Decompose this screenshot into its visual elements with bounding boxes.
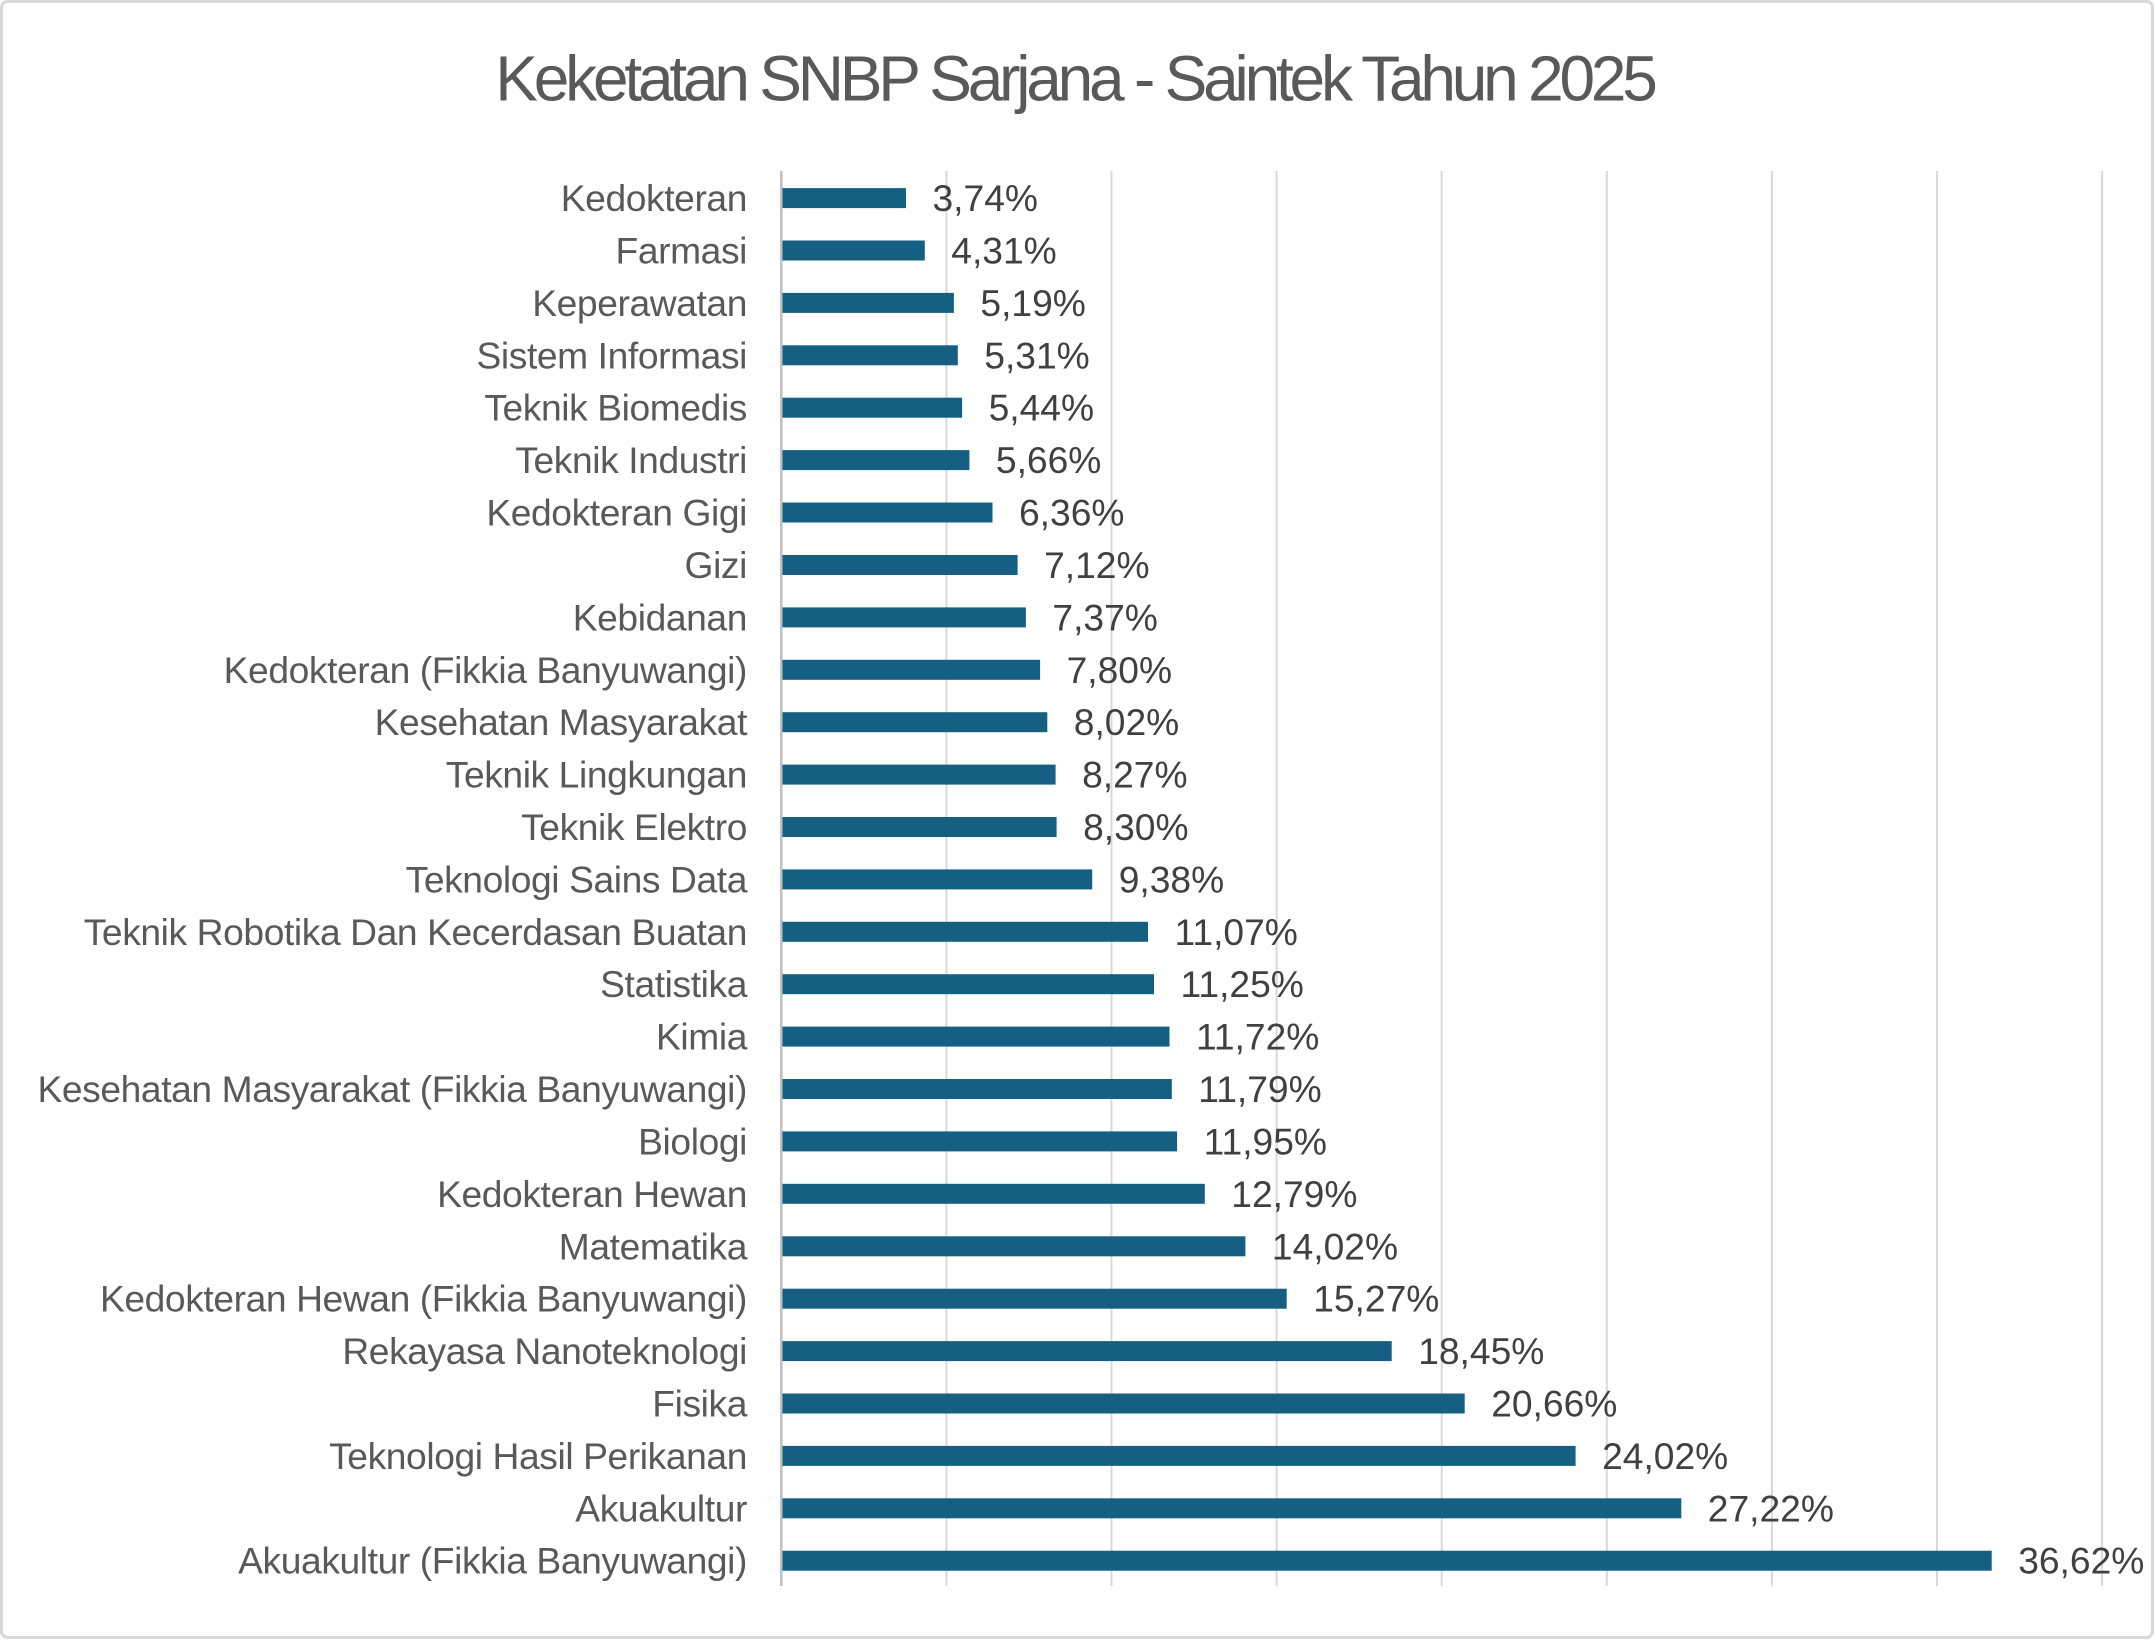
svg-text:4,31%: 4,31% xyxy=(951,230,1056,272)
svg-text:Teknik Robotika Dan Kecerdasan: Teknik Robotika Dan Kecerdasan Buatan xyxy=(84,911,747,953)
svg-text:12,79%: 12,79% xyxy=(1231,1173,1357,1215)
svg-text:7,12%: 7,12% xyxy=(1044,544,1149,586)
svg-text:18,45%: 18,45% xyxy=(1418,1330,1544,1372)
svg-text:Matematika: Matematika xyxy=(559,1225,748,1267)
svg-text:Statistika: Statistika xyxy=(600,963,748,1005)
svg-text:Kedokteran Hewan: Kedokteran Hewan xyxy=(437,1173,747,1215)
svg-text:Fisika: Fisika xyxy=(652,1383,747,1425)
svg-text:Keketatan SNBP Sarjana - Saint: Keketatan SNBP Sarjana - Saintek Tahun 2… xyxy=(495,42,1655,114)
svg-text:7,37%: 7,37% xyxy=(1052,596,1157,638)
svg-text:Biologi: Biologi xyxy=(638,1120,747,1162)
svg-text:11,72%: 11,72% xyxy=(1196,1016,1319,1058)
svg-text:Teknik Elektro: Teknik Elektro xyxy=(521,806,747,848)
svg-text:20,66%: 20,66% xyxy=(1491,1383,1617,1425)
svg-text:5,44%: 5,44% xyxy=(989,387,1094,429)
svg-text:Teknik Lingkungan: Teknik Lingkungan xyxy=(446,754,747,796)
svg-text:9,38%: 9,38% xyxy=(1119,858,1224,900)
svg-text:Kebidanan: Kebidanan xyxy=(573,596,747,638)
svg-text:Kimia: Kimia xyxy=(656,1016,748,1058)
svg-text:Kedokteran Gigi: Kedokteran Gigi xyxy=(486,492,747,534)
svg-text:27,22%: 27,22% xyxy=(1708,1487,1834,1529)
svg-text:Kedokteran (Fikkia Banyuwangi): Kedokteran (Fikkia Banyuwangi) xyxy=(224,649,747,691)
svg-text:Keperawatan: Keperawatan xyxy=(532,282,747,324)
svg-text:5,19%: 5,19% xyxy=(980,282,1085,324)
svg-text:5,31%: 5,31% xyxy=(984,334,1089,376)
svg-text:11,95%: 11,95% xyxy=(1204,1120,1327,1162)
svg-text:Teknik Biomedis: Teknik Biomedis xyxy=(484,387,747,429)
svg-text:Kesehatan Masyarakat: Kesehatan Masyarakat xyxy=(375,701,748,743)
svg-text:8,30%: 8,30% xyxy=(1083,806,1188,848)
svg-text:6,36%: 6,36% xyxy=(1019,492,1124,534)
svg-text:Farmasi: Farmasi xyxy=(616,230,748,272)
svg-text:7,80%: 7,80% xyxy=(1067,649,1172,691)
svg-text:8,27%: 8,27% xyxy=(1082,754,1187,796)
svg-text:36,62%: 36,62% xyxy=(2018,1540,2144,1582)
svg-text:Akuakultur (Fikkia Banyuwangi): Akuakultur (Fikkia Banyuwangi) xyxy=(238,1540,747,1582)
svg-text:Teknologi Hasil Perikanan: Teknologi Hasil Perikanan xyxy=(329,1435,747,1477)
svg-text:Kedokteran: Kedokteran xyxy=(561,177,747,219)
svg-text:11,07%: 11,07% xyxy=(1175,911,1298,953)
svg-text:Sistem Informasi: Sistem Informasi xyxy=(476,334,747,376)
svg-text:3,74%: 3,74% xyxy=(933,177,1038,219)
svg-text:14,02%: 14,02% xyxy=(1272,1225,1398,1267)
svg-text:Kedokteran Hewan (Fikkia Banyu: Kedokteran Hewan (Fikkia Banyuwangi) xyxy=(100,1278,747,1320)
svg-text:Teknik Industri: Teknik Industri xyxy=(515,439,747,481)
svg-text:Rekayasa Nanoteknologi: Rekayasa Nanoteknologi xyxy=(342,1330,747,1372)
svg-text:8,02%: 8,02% xyxy=(1074,701,1179,743)
svg-text:24,02%: 24,02% xyxy=(1602,1435,1728,1477)
svg-text:Akuakultur: Akuakultur xyxy=(575,1487,747,1529)
svg-text:15,27%: 15,27% xyxy=(1313,1278,1439,1320)
svg-text:Teknologi Sains Data: Teknologi Sains Data xyxy=(406,858,748,900)
svg-text:11,79%: 11,79% xyxy=(1198,1068,1321,1110)
svg-text:Kesehatan Masyarakat (Fikkia B: Kesehatan Masyarakat (Fikkia Banyuwangi) xyxy=(37,1068,747,1110)
svg-text:11,25%: 11,25% xyxy=(1181,963,1304,1005)
svg-text:Gizi: Gizi xyxy=(685,544,747,586)
svg-text:5,66%: 5,66% xyxy=(996,439,1101,481)
